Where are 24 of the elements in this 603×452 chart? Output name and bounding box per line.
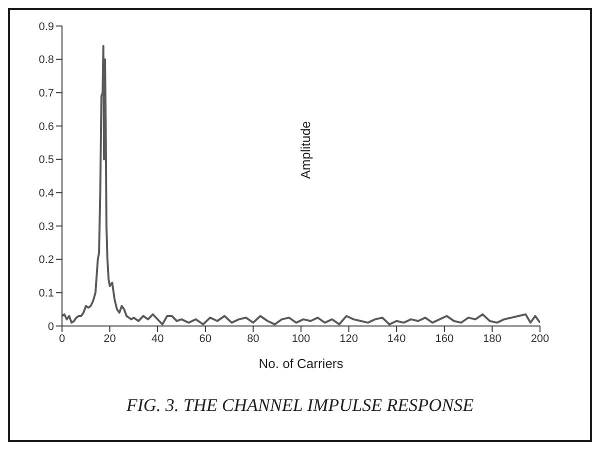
y-tick-label: 0 [48,320,54,333]
x-tick-label: 180 [483,332,502,345]
x-axis-title: No. of Carriers [258,356,344,371]
x-tick-label: 200 [530,332,550,345]
y-tick-label: 0.6 [38,120,54,133]
y-axis-title: Amplitude [298,121,313,179]
y-tick-label: 0.5 [38,154,54,166]
x-tick-label: 80 [247,332,260,345]
y-tick-label: 0.7 [38,88,54,100]
y-tick-label: 0.9 [38,20,54,33]
y-tick-label: 0.2 [38,254,54,266]
x-tick-label: 100 [292,332,310,345]
x-tick-label: 160 [435,332,454,345]
y-tick-label: 0.4 [38,188,54,200]
x-tick-label: 120 [340,332,358,345]
x-tick-label: 140 [387,332,406,345]
y-tick-label: 0.8 [38,54,54,66]
y-tick-label: 0.3 [38,220,54,233]
x-tick-label: 20 [104,332,116,345]
x-tick-label: 0 [58,332,66,345]
x-tick-label: 40 [151,332,164,345]
x-tick-label: 60 [199,332,212,345]
caption: FIG. 3. THE CHANNEL IMPULSE RESPONSE [125,395,475,416]
y-tick-label: 0.1 [38,288,54,300]
